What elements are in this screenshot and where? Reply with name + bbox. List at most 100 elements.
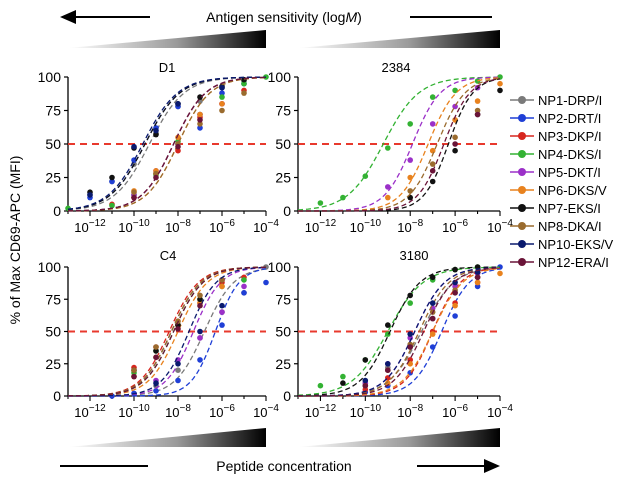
- legend-marker: [518, 258, 526, 266]
- right-arrow-icon: [484, 459, 500, 473]
- data-point: [109, 178, 115, 185]
- data-point: [241, 277, 247, 283]
- y-tick-label: 50: [45, 136, 61, 152]
- data-point: [219, 302, 225, 309]
- y-axis-label: % of Max CD69-APC (MFI): [7, 156, 23, 325]
- data-point: [429, 94, 436, 100]
- data-point: [175, 377, 181, 384]
- x-tick-label: 10−12: [305, 218, 337, 235]
- data-point: [452, 103, 458, 110]
- legend-label: NP8-DKA/I: [538, 219, 602, 234]
- x-tick-label: 10−8: [397, 218, 423, 235]
- data-point: [340, 194, 346, 201]
- data-point: [362, 357, 369, 363]
- x-tick-label: 10−4: [487, 403, 513, 420]
- data-point: [153, 170, 159, 177]
- data-point: [474, 279, 481, 286]
- series-curve: [298, 267, 501, 397]
- legend-marker: [518, 204, 526, 212]
- data-point: [241, 283, 247, 290]
- data-point: [175, 143, 181, 150]
- x-tick-label: 10−6: [442, 218, 468, 235]
- y-tick-label: 50: [275, 324, 291, 340]
- bottom-annotation: Peptide concentration: [60, 428, 500, 474]
- data-point: [429, 331, 436, 337]
- data-point: [407, 174, 414, 181]
- panel-title: C4: [160, 248, 177, 263]
- data-point: [385, 322, 391, 328]
- data-point: [197, 296, 203, 303]
- y-tick-label: 0: [53, 203, 61, 219]
- data-point: [474, 98, 481, 104]
- data-point: [153, 354, 159, 361]
- data-point: [153, 131, 159, 138]
- data-point: [429, 178, 436, 185]
- x-tick-label: 10−10: [350, 218, 382, 235]
- data-point: [175, 361, 181, 367]
- data-point: [452, 141, 458, 147]
- data-point: [317, 382, 324, 389]
- panel-d1: 0 25 50 75 100 10−12 10−10 10−8 10−6 10−4 D1: [38, 60, 280, 235]
- data-point: [429, 168, 436, 174]
- x-tick-label: 10−4: [253, 218, 279, 235]
- series-curve: [297, 76, 500, 211]
- legend-marker: [518, 222, 526, 230]
- legend-marker: [518, 96, 526, 104]
- data-point: [452, 279, 458, 286]
- data-point: [219, 90, 225, 96]
- data-point: [407, 300, 414, 306]
- data-point: [219, 107, 225, 114]
- data-point: [407, 188, 414, 194]
- data-point: [175, 367, 181, 374]
- data-point: [131, 373, 137, 380]
- data-point: [429, 161, 436, 167]
- data-point: [241, 80, 247, 87]
- data-point: [175, 147, 181, 154]
- data-point: [153, 388, 159, 394]
- y-tick-label: 100: [268, 69, 292, 85]
- data-point: [385, 194, 391, 201]
- data-point: [497, 87, 503, 94]
- series-curve: [298, 266, 500, 397]
- data-point: [362, 377, 369, 384]
- data-point: [407, 331, 414, 337]
- x-tick-label: 10−10: [118, 403, 150, 420]
- legend-marker: [518, 240, 526, 248]
- series-curve: [68, 266, 267, 397]
- bottom-left-wedge: [68, 428, 266, 447]
- panel-3180: 0 25 50 75 100 10−12 10−10 10−8 10−6 10−4 3180: [268, 248, 514, 420]
- y-tick-label: 0: [283, 203, 291, 219]
- data-point: [153, 174, 159, 181]
- y-tick-label: 0: [283, 388, 291, 404]
- y-tick-label: 25: [275, 356, 291, 372]
- x-tick-label: 10−6: [442, 403, 468, 420]
- panel-title: 3180: [400, 248, 429, 263]
- y-tick-label: 25: [45, 356, 61, 372]
- x-tick-label: 10−12: [74, 403, 106, 420]
- data-point: [219, 94, 225, 100]
- data-point: [197, 125, 203, 131]
- data-point: [385, 380, 391, 386]
- data-point: [474, 283, 481, 290]
- data-point: [197, 117, 203, 123]
- data-point: [153, 348, 159, 354]
- y-tick-label: 100: [38, 259, 62, 275]
- panel-c4: 0 25 50 75 100 10−12 10−10 10−8 10−6 10−4 C4: [38, 248, 280, 420]
- series-curve: [68, 266, 267, 397]
- data-point: [197, 94, 203, 100]
- y-tick-label: 100: [38, 69, 62, 85]
- legend-label: NP3-DKP/I: [538, 129, 602, 144]
- data-point: [474, 111, 481, 118]
- data-point: [362, 386, 369, 393]
- data-point: [219, 84, 225, 91]
- panel-title: D1: [159, 60, 176, 75]
- data-point: [131, 367, 137, 374]
- x-tick-label: 10−12: [74, 218, 106, 235]
- y-tick-label: 75: [275, 103, 291, 119]
- data-point: [175, 134, 181, 141]
- data-point: [175, 326, 181, 332]
- data-point: [109, 202, 115, 209]
- legend-label: NP4-DKS/I: [538, 147, 602, 162]
- data-point: [362, 173, 369, 179]
